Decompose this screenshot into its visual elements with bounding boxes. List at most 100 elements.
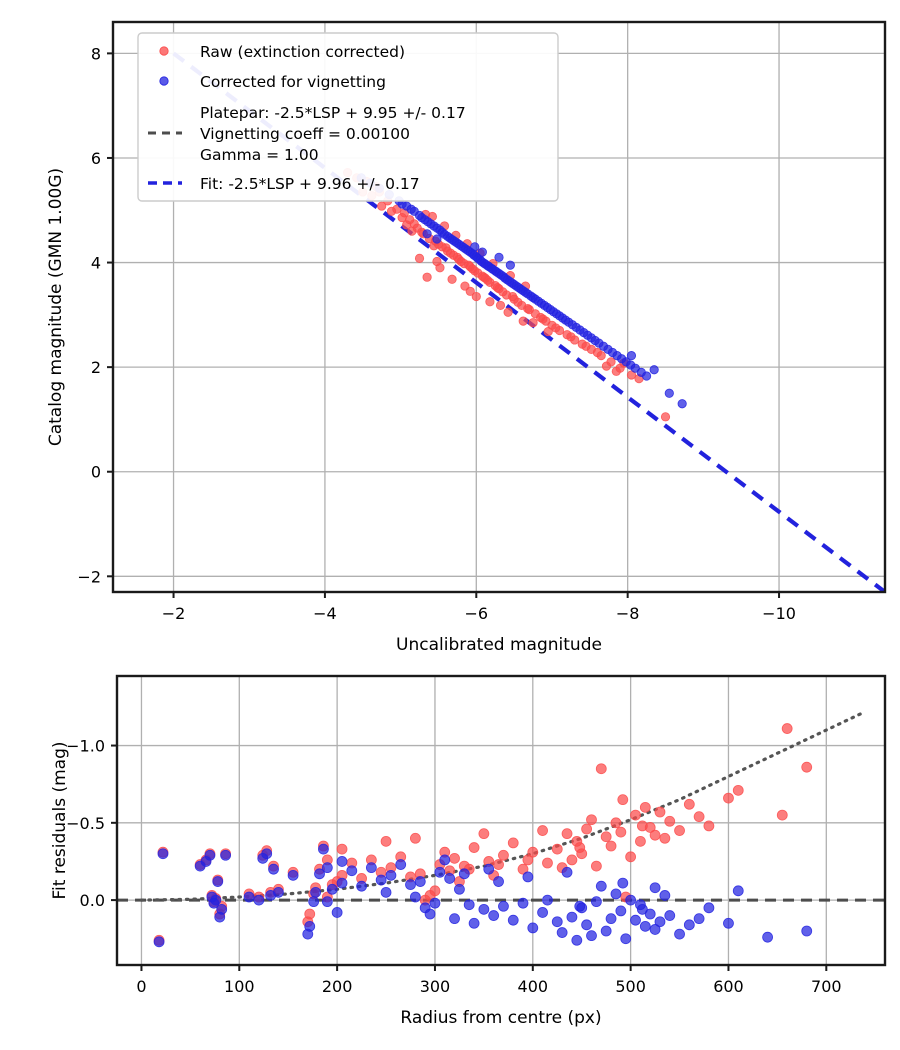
data-point <box>598 341 609 351</box>
data-point <box>424 908 436 920</box>
series-corrected <box>356 173 687 409</box>
ytick-label-5: 8 <box>91 44 101 63</box>
data-point <box>610 888 622 900</box>
data-point <box>494 252 504 262</box>
xtick-label-1: −4 <box>313 604 337 623</box>
data-point <box>220 849 232 861</box>
data-point <box>212 876 224 887</box>
xtick-label-2: 200 <box>322 977 353 996</box>
data-point <box>590 335 600 346</box>
data-point <box>523 303 533 314</box>
ytick-label-2: −1.0 <box>66 737 105 756</box>
data-point <box>636 820 648 832</box>
data-point <box>441 243 451 253</box>
xtick-label-0: 0 <box>136 977 146 996</box>
data-point <box>703 820 715 832</box>
data-point <box>434 866 446 878</box>
data-point <box>492 283 503 293</box>
data-point <box>414 253 425 263</box>
data-point <box>732 885 744 897</box>
data-point <box>405 879 416 891</box>
data-point <box>625 894 637 906</box>
data-point <box>781 723 793 734</box>
data-point <box>561 828 573 840</box>
data-point <box>287 869 299 881</box>
data-point <box>762 931 773 943</box>
data-point <box>537 907 548 918</box>
data-layer-photometry-calibration <box>172 51 885 592</box>
data-point <box>615 826 627 838</box>
data-point <box>639 801 651 813</box>
data-point <box>590 896 602 908</box>
data-point <box>522 871 534 883</box>
data-point <box>478 828 490 840</box>
data-point <box>574 900 586 912</box>
legend-label-raw: Raw (extinction corrected) <box>200 43 405 61</box>
data-point <box>432 234 442 244</box>
data-point <box>600 925 612 937</box>
data-point <box>586 930 597 942</box>
data-point <box>664 815 676 827</box>
data-point <box>454 883 465 895</box>
data-point <box>444 873 456 884</box>
data-point <box>268 863 279 875</box>
data-point <box>626 351 637 361</box>
legend-marker-raw <box>159 46 169 56</box>
data-point <box>498 900 509 912</box>
data-point <box>518 316 528 326</box>
data-point <box>600 831 612 843</box>
data-point <box>321 862 333 874</box>
data-point <box>590 860 602 872</box>
data-point <box>452 252 462 262</box>
data-point <box>336 856 348 867</box>
data-point <box>471 291 481 302</box>
data-point <box>654 916 666 928</box>
data-point <box>607 347 618 358</box>
data-point <box>693 913 705 925</box>
data-point <box>551 843 563 855</box>
data-point <box>517 897 529 909</box>
data-point <box>377 201 387 211</box>
data-point <box>318 843 329 855</box>
data-point <box>610 817 622 829</box>
data-point <box>644 908 656 920</box>
data-point <box>571 934 583 946</box>
data-point <box>505 260 515 270</box>
data-point <box>542 857 553 869</box>
legend-label-gamma: Gamma = 1.00 <box>200 146 319 164</box>
data-point <box>674 928 685 940</box>
data-point <box>575 325 585 335</box>
data-point <box>321 896 333 908</box>
data-point <box>422 229 432 239</box>
data-point <box>422 272 432 282</box>
data-point <box>660 412 671 422</box>
data-point <box>261 848 273 860</box>
ytick-label-3: 4 <box>91 254 101 273</box>
data-point <box>493 859 504 870</box>
data-point <box>581 919 593 931</box>
data-point <box>677 399 687 409</box>
series-raw <box>343 168 671 422</box>
data-point <box>561 866 573 878</box>
xtick-label-4: 400 <box>518 977 549 996</box>
ytick-label-1: −0.5 <box>66 814 105 833</box>
data-point <box>581 341 591 351</box>
data-point <box>617 354 627 364</box>
data-point <box>464 260 474 270</box>
data-point <box>216 903 228 915</box>
data-point <box>567 320 578 330</box>
data-point <box>556 927 568 938</box>
data-point <box>617 877 629 889</box>
data-point <box>406 204 416 214</box>
data-point <box>703 902 715 914</box>
data-point <box>432 256 442 267</box>
plot-frame-photometry-calibration <box>111 20 887 594</box>
data-point <box>477 247 487 257</box>
data-point <box>582 330 593 340</box>
data-point <box>693 811 705 823</box>
data-point <box>592 347 602 358</box>
xtick-label-3: 300 <box>420 977 451 996</box>
data-point <box>458 868 470 880</box>
plot-frame-fit-residuals <box>115 674 887 967</box>
